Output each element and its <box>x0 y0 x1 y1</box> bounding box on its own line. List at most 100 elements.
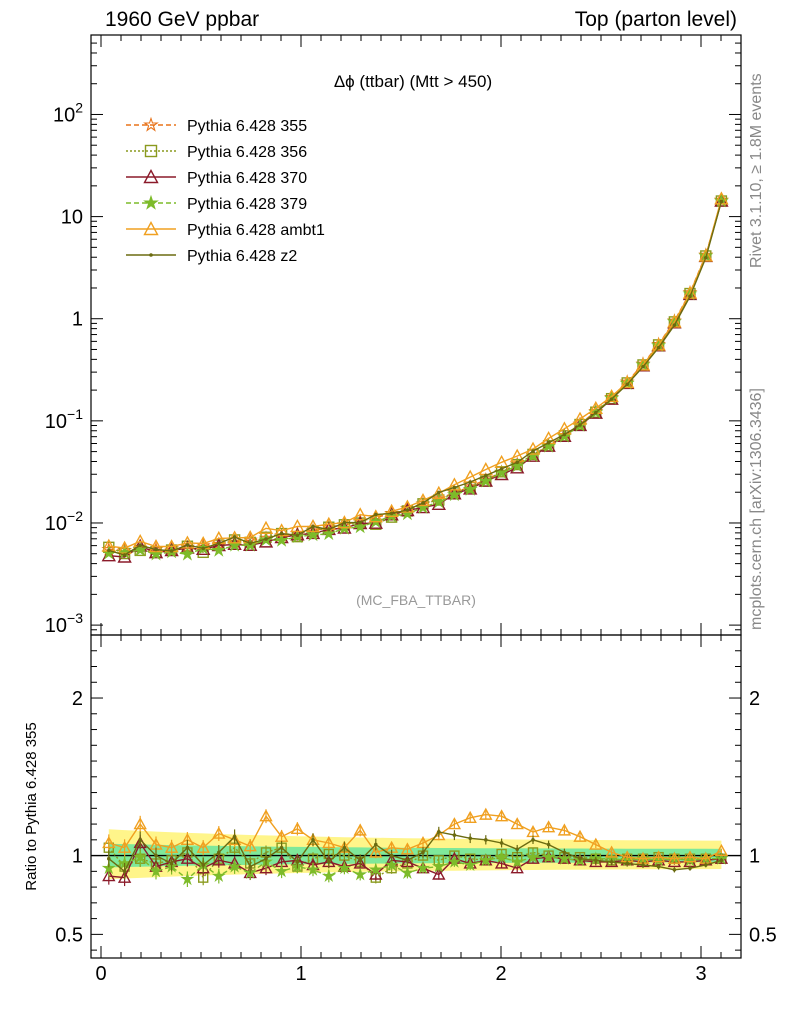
x-tick-label: 2 <box>495 963 506 985</box>
data-point <box>635 357 651 371</box>
data-point <box>321 525 337 541</box>
ratio-data-point <box>452 833 457 837</box>
data-point <box>421 501 425 505</box>
ratio-y-tick-label-right: 2 <box>749 688 760 710</box>
ratio-data-point <box>101 860 116 875</box>
ratio-y-tick-label-right: 0.5 <box>749 924 777 946</box>
legend-item: Pythia 6.428 z2 <box>126 248 297 265</box>
data-point <box>405 508 410 512</box>
ratio-data-point <box>227 859 242 873</box>
data-point <box>478 473 494 488</box>
ratio-data-point <box>279 845 284 850</box>
ratio-plot-frame <box>90 634 742 959</box>
ratio-series-group <box>91 807 741 887</box>
ratio-data-point <box>447 854 462 868</box>
data-point <box>688 294 692 299</box>
data-point <box>462 481 478 496</box>
ratio-data-point <box>138 838 142 842</box>
ratio-data-point <box>468 836 473 841</box>
ratio-series-line <box>108 856 722 881</box>
data-point <box>107 548 111 553</box>
ratio-data-point <box>311 838 315 842</box>
main-plot-panel: 10−3 10−2 10−1 1 10 102 Δϕ (ttbar) (Mtt > 450)… <box>45 34 742 637</box>
ratio-data-point <box>201 863 205 867</box>
data-point <box>494 467 509 481</box>
data-point <box>447 477 462 491</box>
data-point <box>374 512 378 517</box>
data-point <box>384 503 399 517</box>
series-pythia-6-428-z2 <box>107 199 724 557</box>
ratio-data-point <box>133 849 148 864</box>
ratio-data-point <box>259 861 273 874</box>
ratio-data-point <box>374 842 378 847</box>
data-point <box>510 460 525 474</box>
ratio-data-point <box>484 838 488 842</box>
ratio-data-point <box>688 866 692 870</box>
y-tick-label: 1 <box>72 309 83 331</box>
legend-marker <box>144 144 158 158</box>
data-point <box>311 524 315 529</box>
ratio-data-point <box>154 853 158 858</box>
data-point <box>468 480 473 484</box>
ratio-data-point <box>494 856 509 869</box>
ratio-data-point <box>683 850 697 863</box>
data-point <box>578 423 582 427</box>
ratio-data-point <box>510 854 525 868</box>
legend-item: Pythia 6.428 356 <box>126 144 307 161</box>
legend: Pythia 6.428 355 Pythia 6.428 356 Pythia 6… <box>126 116 325 265</box>
x-tick-label: 1 <box>295 963 306 985</box>
data-point <box>264 537 268 541</box>
data-point <box>217 541 221 546</box>
ratio-series-pythia-6-428-ambt1 <box>102 807 729 864</box>
ratio-data-point <box>211 868 226 883</box>
ratio-data-point <box>322 836 336 849</box>
ratio-data-point <box>557 851 572 865</box>
data-point <box>484 473 488 478</box>
ratio-data-point <box>463 810 477 823</box>
ratio-data-point <box>609 860 614 864</box>
ratio-data-point <box>102 836 116 849</box>
data-point <box>180 535 195 549</box>
ratio-y-tick-label: 2 <box>72 688 83 710</box>
legend-marker <box>143 194 159 210</box>
ratio-data-point <box>169 861 174 866</box>
legend-label: Pythia 6.428 ambt1 <box>187 222 325 239</box>
legend-label: Pythia 6.428 355 <box>187 118 307 135</box>
ratio-data-point <box>232 834 237 839</box>
data-point <box>327 527 331 532</box>
ratio-data-point <box>625 861 629 866</box>
ratio-data-point <box>672 867 677 872</box>
data-point <box>305 519 321 533</box>
data-point <box>389 511 394 516</box>
data-point <box>201 546 205 551</box>
ratio-data-point <box>342 845 347 850</box>
data-point <box>148 539 164 553</box>
ratio-plot-panel: 0.5 0.5 1 1 2 2 0 1 2 3 Ratio to Pythia 6.428 355 <box>23 634 777 985</box>
ratio-data-point <box>117 840 132 853</box>
data-point <box>446 486 462 502</box>
legend-item: Pythia 6.428 355 <box>126 116 307 135</box>
ratio-data-point <box>578 856 582 861</box>
data-point <box>656 345 661 350</box>
ratio-data-point <box>212 826 226 839</box>
ratio-data-point <box>431 859 446 873</box>
data-point <box>499 467 504 471</box>
ratio-data-point <box>651 850 666 863</box>
ratio-data-point <box>217 850 221 855</box>
ratio-data-point <box>415 860 431 875</box>
data-point <box>525 441 541 455</box>
data-point <box>431 485 446 499</box>
y-tick-label: 10 <box>61 207 83 229</box>
data-point <box>368 515 383 529</box>
ratio-series-line <box>108 813 722 860</box>
legend-label: Pythia 6.428 379 <box>187 196 307 213</box>
ratio-data-point <box>180 871 195 886</box>
series-pythia-6-428-ambt1 <box>101 191 729 554</box>
ratio-data-point <box>368 862 383 876</box>
data-point <box>258 520 274 534</box>
data-point <box>179 546 195 561</box>
ratio-y-axis-label: Ratio to Pythia 6.428 355 <box>23 722 40 890</box>
ratio-data-point <box>557 823 572 836</box>
data-point <box>704 256 708 260</box>
data-point <box>117 540 132 554</box>
